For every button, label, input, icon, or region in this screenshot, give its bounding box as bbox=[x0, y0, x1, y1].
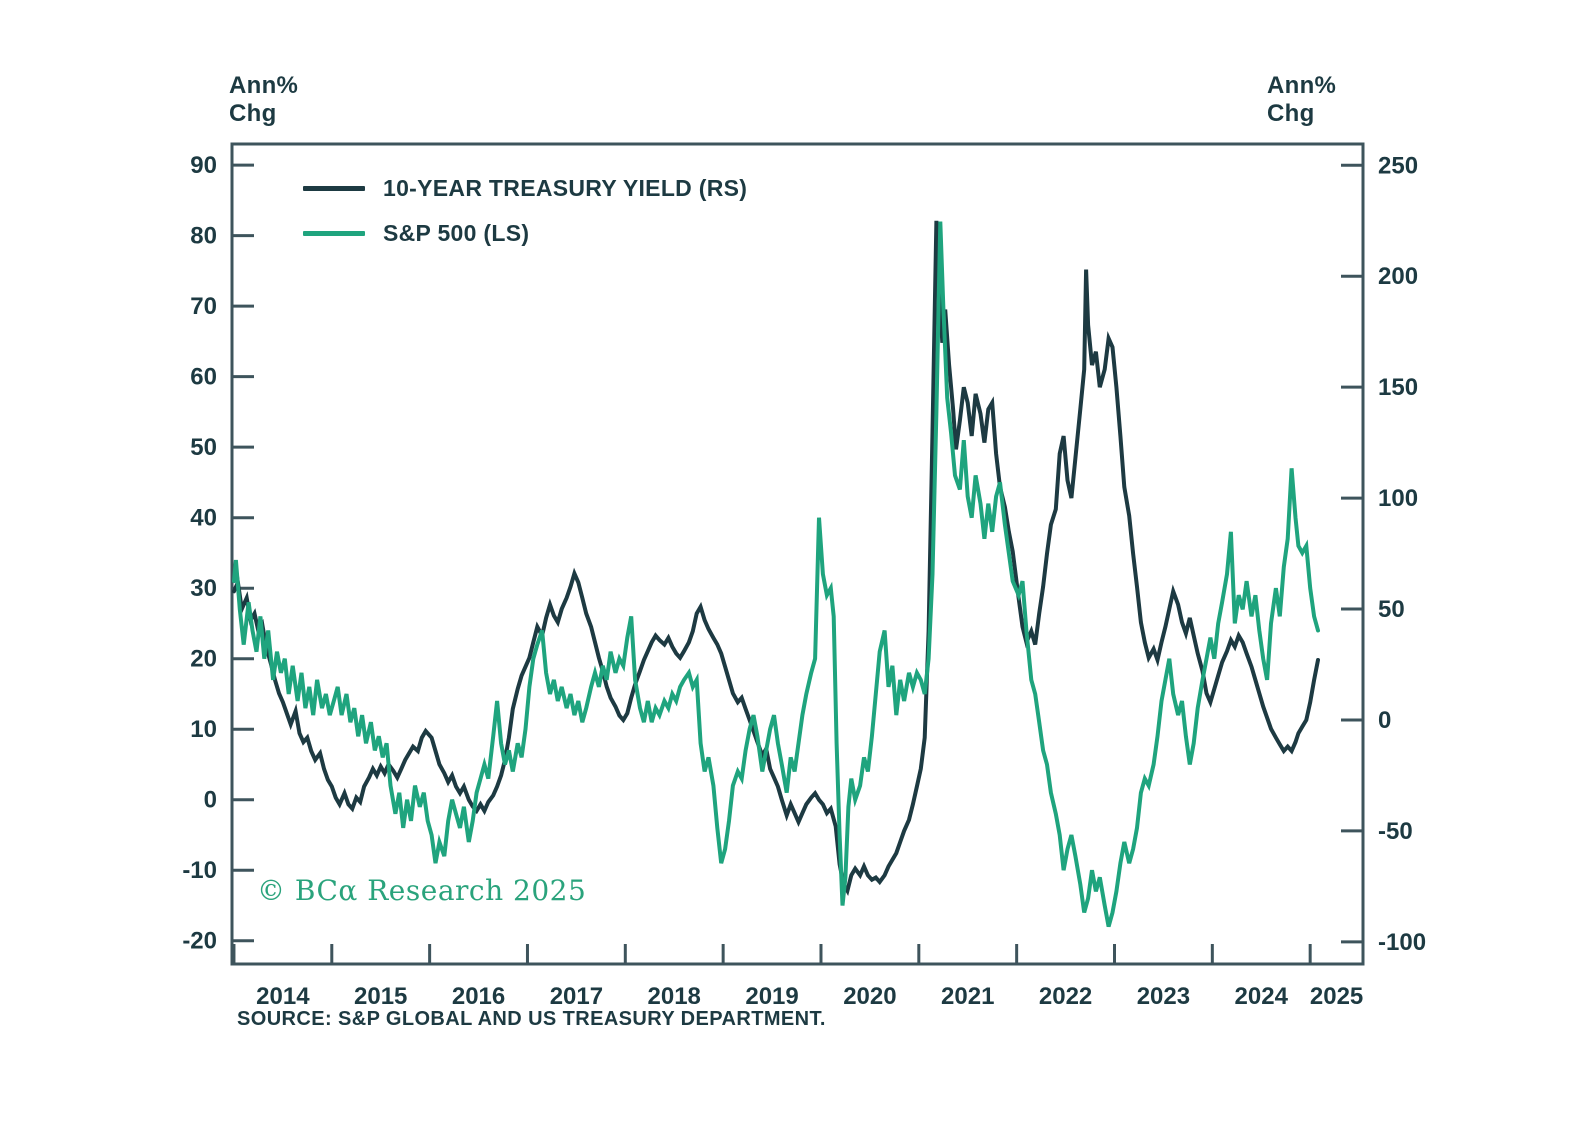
svg-text:2016: 2016 bbox=[452, 983, 505, 1010]
svg-text:-100: -100 bbox=[1378, 929, 1426, 956]
svg-text:0: 0 bbox=[1378, 707, 1391, 734]
svg-text:2017: 2017 bbox=[550, 983, 603, 1010]
left-axis-ticks: 90 80 70 60 50 40 30 20 10 0 -10 -20 bbox=[182, 152, 254, 955]
svg-text:-10: -10 bbox=[182, 857, 217, 884]
svg-text:250: 250 bbox=[1378, 152, 1418, 179]
svg-text:2020: 2020 bbox=[843, 983, 896, 1010]
legend: 10-YEAR TREASURY YIELD (RS) S&P 500 (LS) bbox=[303, 166, 747, 256]
svg-text:200: 200 bbox=[1378, 263, 1418, 290]
sp500-line bbox=[232, 221, 1320, 928]
legend-item-sp500: S&P 500 (LS) bbox=[303, 211, 747, 256]
plot-border bbox=[230, 142, 1365, 966]
svg-text:30: 30 bbox=[190, 575, 217, 602]
svg-text:2018: 2018 bbox=[648, 983, 701, 1010]
svg-text:2022: 2022 bbox=[1039, 983, 1092, 1010]
svg-text:2021: 2021 bbox=[941, 983, 994, 1010]
right-axis-title: Ann% Chg bbox=[1267, 72, 1336, 128]
svg-text:-50: -50 bbox=[1378, 818, 1413, 845]
svg-text:0: 0 bbox=[204, 787, 217, 814]
svg-text:20: 20 bbox=[190, 646, 217, 673]
svg-text:70: 70 bbox=[190, 293, 217, 320]
x-axis-ticks: 2014 2015 2016 2017 2018 2019 2020 2021 2022 2023… bbox=[232, 944, 1363, 1010]
treasury-yield-line bbox=[232, 220, 1320, 897]
svg-text:80: 80 bbox=[190, 223, 217, 250]
svg-text:50: 50 bbox=[1378, 596, 1405, 623]
svg-text:-20: -20 bbox=[182, 928, 217, 955]
right-axis-title-line1: Ann% bbox=[1267, 72, 1337, 99]
svg-text:60: 60 bbox=[190, 364, 217, 391]
svg-text:2014: 2014 bbox=[256, 983, 310, 1010]
left-axis-title: Ann% Chg bbox=[229, 72, 298, 128]
left-axis-title-line2: Chg bbox=[229, 100, 277, 127]
legend-item-treasury: 10-YEAR TREASURY YIELD (RS) bbox=[303, 166, 747, 211]
svg-text:150: 150 bbox=[1378, 374, 1418, 401]
treasury-line-swatch bbox=[303, 186, 365, 191]
legend-label-sp500: S&P 500 (LS) bbox=[383, 220, 530, 246]
right-axis-ticks: 250 200 150 100 50 0 -50 -100 bbox=[1341, 152, 1426, 956]
sp500-line-swatch bbox=[303, 231, 365, 236]
svg-text:50: 50 bbox=[190, 434, 217, 461]
svg-text:2015: 2015 bbox=[354, 983, 407, 1010]
svg-text:2024: 2024 bbox=[1235, 983, 1289, 1010]
svg-text:40: 40 bbox=[190, 505, 217, 532]
legend-label-treasury: 10-YEAR TREASURY YIELD (RS) bbox=[383, 175, 748, 201]
svg-text:100: 100 bbox=[1378, 485, 1418, 512]
right-axis-title-line2: Chg bbox=[1267, 100, 1315, 127]
source-note: SOURCE: S&P GLOBAL AND US TREASURY DEPAR… bbox=[237, 1008, 826, 1030]
svg-text:2025: 2025 bbox=[1310, 983, 1363, 1010]
svg-text:90: 90 bbox=[190, 152, 217, 179]
svg-text:10: 10 bbox=[190, 716, 217, 743]
left-axis-title-line1: Ann% bbox=[229, 72, 299, 99]
bca-watermark: © BCα Research 2025 bbox=[257, 874, 587, 907]
svg-text:2019: 2019 bbox=[745, 983, 798, 1010]
svg-text:2023: 2023 bbox=[1137, 983, 1190, 1010]
